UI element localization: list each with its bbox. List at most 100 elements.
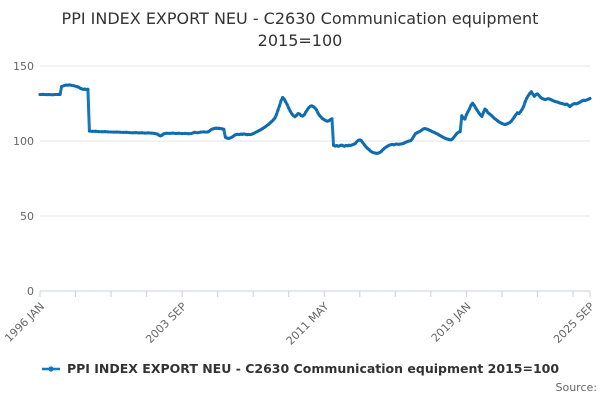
series-point-marker xyxy=(485,108,488,112)
series-point-marker xyxy=(109,130,113,134)
series-point-marker xyxy=(202,130,206,134)
series-point-marker xyxy=(149,131,153,135)
series-point-marker xyxy=(474,106,478,110)
series-point-marker xyxy=(196,131,200,135)
series-point-marker xyxy=(106,130,110,134)
series-point-marker xyxy=(458,130,462,134)
series-point-marker xyxy=(475,108,479,112)
series-point-marker xyxy=(137,131,141,135)
series-point-marker xyxy=(537,93,541,97)
series-point-marker xyxy=(472,103,476,107)
series-point-marker xyxy=(304,110,308,114)
source-label: Source: xyxy=(555,381,598,394)
series-point-marker xyxy=(121,130,125,134)
series-point-marker xyxy=(520,108,524,111)
series-point-marker xyxy=(112,130,116,134)
series-point-marker xyxy=(134,131,138,135)
series-point-marker xyxy=(115,130,119,134)
x-axis-tick-label: 1996 JAN xyxy=(2,300,47,345)
series-point-marker xyxy=(531,92,535,96)
series-point-marker xyxy=(91,129,94,133)
series-point-marker xyxy=(183,131,187,135)
series-point-marker xyxy=(305,108,309,112)
series-point-marker xyxy=(193,130,196,134)
series-point-marker xyxy=(180,132,184,136)
series-point-marker xyxy=(199,130,203,134)
series-point-marker xyxy=(480,114,484,118)
series-point-marker xyxy=(50,93,54,97)
series-point-marker xyxy=(168,131,172,135)
series-point-marker xyxy=(288,109,292,113)
y-axis-tick-label: 150 xyxy=(13,60,34,73)
series-point-marker xyxy=(87,129,91,133)
legend-label: PPI INDEX EXPORT NEU - C2630 Communicati… xyxy=(66,361,560,376)
series-point-marker xyxy=(186,132,190,136)
series-point-marker xyxy=(53,93,57,96)
series-point-marker xyxy=(359,139,363,143)
series-point-marker xyxy=(469,103,473,107)
series-point-marker xyxy=(514,113,518,117)
series-point-marker xyxy=(47,93,51,96)
series-point-marker xyxy=(118,130,122,134)
series-point-marker xyxy=(162,132,166,136)
x-axis-tick-label: 2003 SEP xyxy=(143,300,189,346)
series-point-marker xyxy=(523,100,527,104)
series-point-marker xyxy=(481,111,485,115)
series-point-marker xyxy=(330,117,334,121)
series-point-marker xyxy=(41,92,45,96)
series-point-marker xyxy=(287,106,291,110)
series-point-marker xyxy=(315,108,318,112)
series-point-marker xyxy=(466,110,470,114)
series-point-marker xyxy=(522,105,526,108)
series-point-marker xyxy=(316,111,320,115)
series-point-marker xyxy=(140,131,144,135)
legend-marker-icon xyxy=(41,365,60,372)
series-point-marker xyxy=(526,94,530,98)
series-point-marker xyxy=(128,131,132,135)
legend[interactable]: PPI INDEX EXPORT NEU - C2630 Communicati… xyxy=(0,361,600,376)
series-point-marker xyxy=(302,113,306,117)
series-point-marker xyxy=(282,97,286,101)
x-axis-tick-label: 2025 SEP xyxy=(551,300,597,346)
series-point-marker xyxy=(69,83,73,87)
series-point-marker xyxy=(468,107,471,111)
series-point-marker xyxy=(86,87,90,91)
series-point-marker xyxy=(463,117,467,121)
series-point-marker xyxy=(284,100,288,104)
series-point-marker xyxy=(177,131,181,135)
series-line xyxy=(38,83,592,155)
series-point-marker xyxy=(44,93,48,97)
series-point-marker xyxy=(152,131,156,135)
series-point-marker xyxy=(125,130,128,134)
series-point-marker xyxy=(222,127,226,131)
series-point-marker xyxy=(131,131,135,135)
series-point-marker xyxy=(60,85,64,88)
series-point-marker xyxy=(279,99,283,103)
x-axis-tick-label: 2019 JAN xyxy=(429,300,474,345)
y-axis-tick-label: 0 xyxy=(27,285,34,298)
series-point-marker xyxy=(512,115,516,119)
y-axis-tick-label: 100 xyxy=(13,135,34,148)
series-point-marker xyxy=(143,131,147,135)
series-point-marker xyxy=(285,103,289,107)
series-point-marker xyxy=(452,135,456,139)
series-point-marker xyxy=(412,134,416,138)
series-point-marker xyxy=(525,96,529,100)
series-point-marker xyxy=(511,117,515,121)
y-axis-tick-label: 50 xyxy=(20,210,34,223)
series-point-marker xyxy=(97,130,101,134)
series-point-marker xyxy=(361,141,365,145)
series-point-marker xyxy=(103,130,107,134)
series-point-marker xyxy=(165,131,169,135)
series-point-marker xyxy=(174,132,178,135)
series-point-marker xyxy=(38,93,42,96)
chart-title: PPI INDEX EXPORT NEU - C2630 Communicati… xyxy=(61,9,539,50)
series-point-marker xyxy=(100,130,104,134)
series-point-marker xyxy=(464,113,468,117)
series-point-marker xyxy=(519,110,522,114)
series-point-marker xyxy=(58,93,62,96)
x-axis-tick-label: 2011 MAY xyxy=(284,300,332,348)
series-point-marker xyxy=(146,131,150,135)
